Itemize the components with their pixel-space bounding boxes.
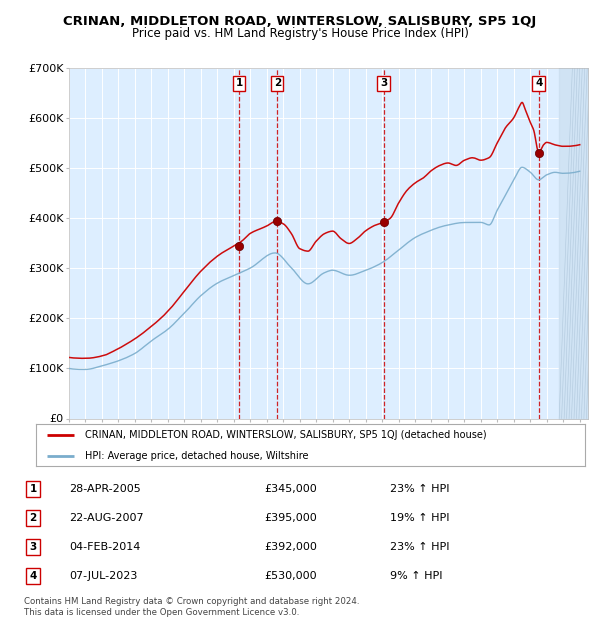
Text: 23% ↑ HPI: 23% ↑ HPI	[390, 484, 449, 494]
Text: 4: 4	[535, 78, 542, 88]
Text: 28-APR-2005: 28-APR-2005	[69, 484, 141, 494]
Text: 1: 1	[29, 484, 37, 494]
Text: 3: 3	[29, 542, 37, 552]
Text: 1: 1	[235, 78, 242, 88]
Text: 2: 2	[274, 78, 281, 88]
Text: 23% ↑ HPI: 23% ↑ HPI	[390, 542, 449, 552]
Text: HPI: Average price, detached house, Wiltshire: HPI: Average price, detached house, Wilt…	[85, 451, 309, 461]
Text: Contains HM Land Registry data © Crown copyright and database right 2024.
This d: Contains HM Land Registry data © Crown c…	[24, 598, 359, 617]
Text: 9% ↑ HPI: 9% ↑ HPI	[390, 571, 443, 582]
Text: £345,000: £345,000	[264, 484, 317, 494]
Text: £530,000: £530,000	[264, 571, 317, 582]
Text: £395,000: £395,000	[264, 513, 317, 523]
Text: 07-JUL-2023: 07-JUL-2023	[69, 571, 137, 582]
Text: CRINAN, MIDDLETON ROAD, WINTERSLOW, SALISBURY, SP5 1QJ (detached house): CRINAN, MIDDLETON ROAD, WINTERSLOW, SALI…	[85, 430, 487, 440]
Text: 4: 4	[29, 571, 37, 582]
Text: 2: 2	[29, 513, 37, 523]
Text: 3: 3	[380, 78, 387, 88]
Text: 22-AUG-2007: 22-AUG-2007	[69, 513, 143, 523]
Bar	[559, 68, 588, 418]
Text: 19% ↑ HPI: 19% ↑ HPI	[390, 513, 449, 523]
Text: 04-FEB-2014: 04-FEB-2014	[69, 542, 140, 552]
Text: Price paid vs. HM Land Registry's House Price Index (HPI): Price paid vs. HM Land Registry's House …	[131, 27, 469, 40]
Text: £392,000: £392,000	[264, 542, 317, 552]
Text: CRINAN, MIDDLETON ROAD, WINTERSLOW, SALISBURY, SP5 1QJ: CRINAN, MIDDLETON ROAD, WINTERSLOW, SALI…	[64, 15, 536, 28]
